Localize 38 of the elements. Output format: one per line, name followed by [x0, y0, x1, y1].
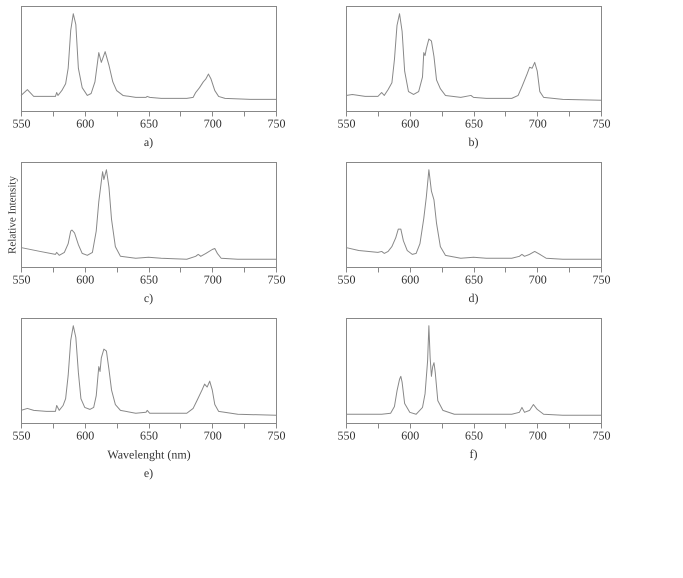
- x-tick-label: 550: [338, 428, 356, 442]
- x-tick-label: 700: [204, 428, 222, 442]
- x-tick-label: 650: [140, 272, 158, 286]
- text: a): [144, 135, 154, 149]
- x-tick-label: 750: [592, 272, 610, 286]
- x-tick-label: 700: [204, 116, 222, 130]
- x-tick-label: 550: [338, 272, 356, 286]
- x-tick-label: 600: [401, 428, 420, 442]
- text: b): [468, 135, 478, 149]
- x-tick-label: 650: [140, 116, 158, 130]
- x-tick-label: 550: [12, 428, 30, 442]
- text: f): [470, 447, 478, 461]
- x-tick-label: 650: [465, 272, 483, 286]
- x-tick-label: 750: [268, 272, 286, 286]
- x-tick-label: 650: [465, 428, 483, 442]
- x-tick-label: 750: [268, 116, 286, 130]
- x-tick-label: 700: [204, 272, 222, 286]
- x-tick-label: 750: [268, 428, 286, 442]
- x-axis-title: Wavelenght (nm): [107, 448, 191, 462]
- x-tick-label: 650: [465, 116, 483, 130]
- x-tick-label: 600: [76, 116, 94, 130]
- x-tick-label: 700: [528, 272, 547, 286]
- x-tick-label: 650: [140, 428, 158, 442]
- text: c): [144, 291, 154, 305]
- x-tick-label: 600: [76, 272, 94, 286]
- text: e): [144, 466, 154, 480]
- x-tick-label: 600: [401, 116, 420, 130]
- x-tick-label: 550: [12, 272, 30, 286]
- x-tick-label: 700: [528, 116, 547, 130]
- text: d): [468, 291, 478, 305]
- x-tick-label: 600: [401, 272, 420, 286]
- x-tick-label: 700: [528, 428, 547, 442]
- x-tick-label: 550: [12, 116, 30, 130]
- x-tick-label: 550: [338, 116, 356, 130]
- x-tick-label: 750: [592, 116, 610, 130]
- x-tick-label: 600: [76, 428, 94, 442]
- x-tick-label: 750: [592, 428, 610, 442]
- y-axis-title: Relative Intensity: [6, 176, 18, 254]
